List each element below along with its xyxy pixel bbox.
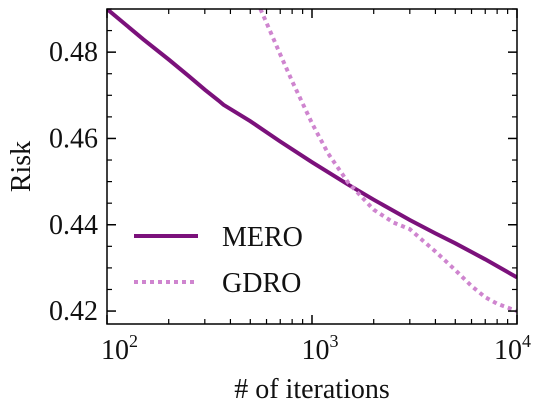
y-tick-label: 0.48 [49,37,98,68]
series-line-gdro [258,9,517,313]
y-tick-label: 0.46 [49,123,98,154]
x-axis-title: # of iterations [234,374,390,405]
plot-frame [106,8,518,325]
y-tick-label: 0.42 [49,296,98,327]
x-tick-label: 103 [302,331,339,366]
x-tick-label: 104 [494,331,531,366]
legend-label-gdro: GDRO [222,268,301,299]
legend: MERO GDRO [134,222,303,299]
x-tick-label: 102 [101,331,138,366]
axis-ticks [106,8,518,324]
legend-label-mero: MERO [222,222,303,253]
plot-lines [107,9,517,313]
y-axis-title: Risk [6,141,37,192]
tick-labels: 0.42 0.44 0.46 0.48 102 103 104 [49,37,531,366]
series-line-mero [107,9,517,280]
y-tick-label: 0.44 [49,210,98,241]
